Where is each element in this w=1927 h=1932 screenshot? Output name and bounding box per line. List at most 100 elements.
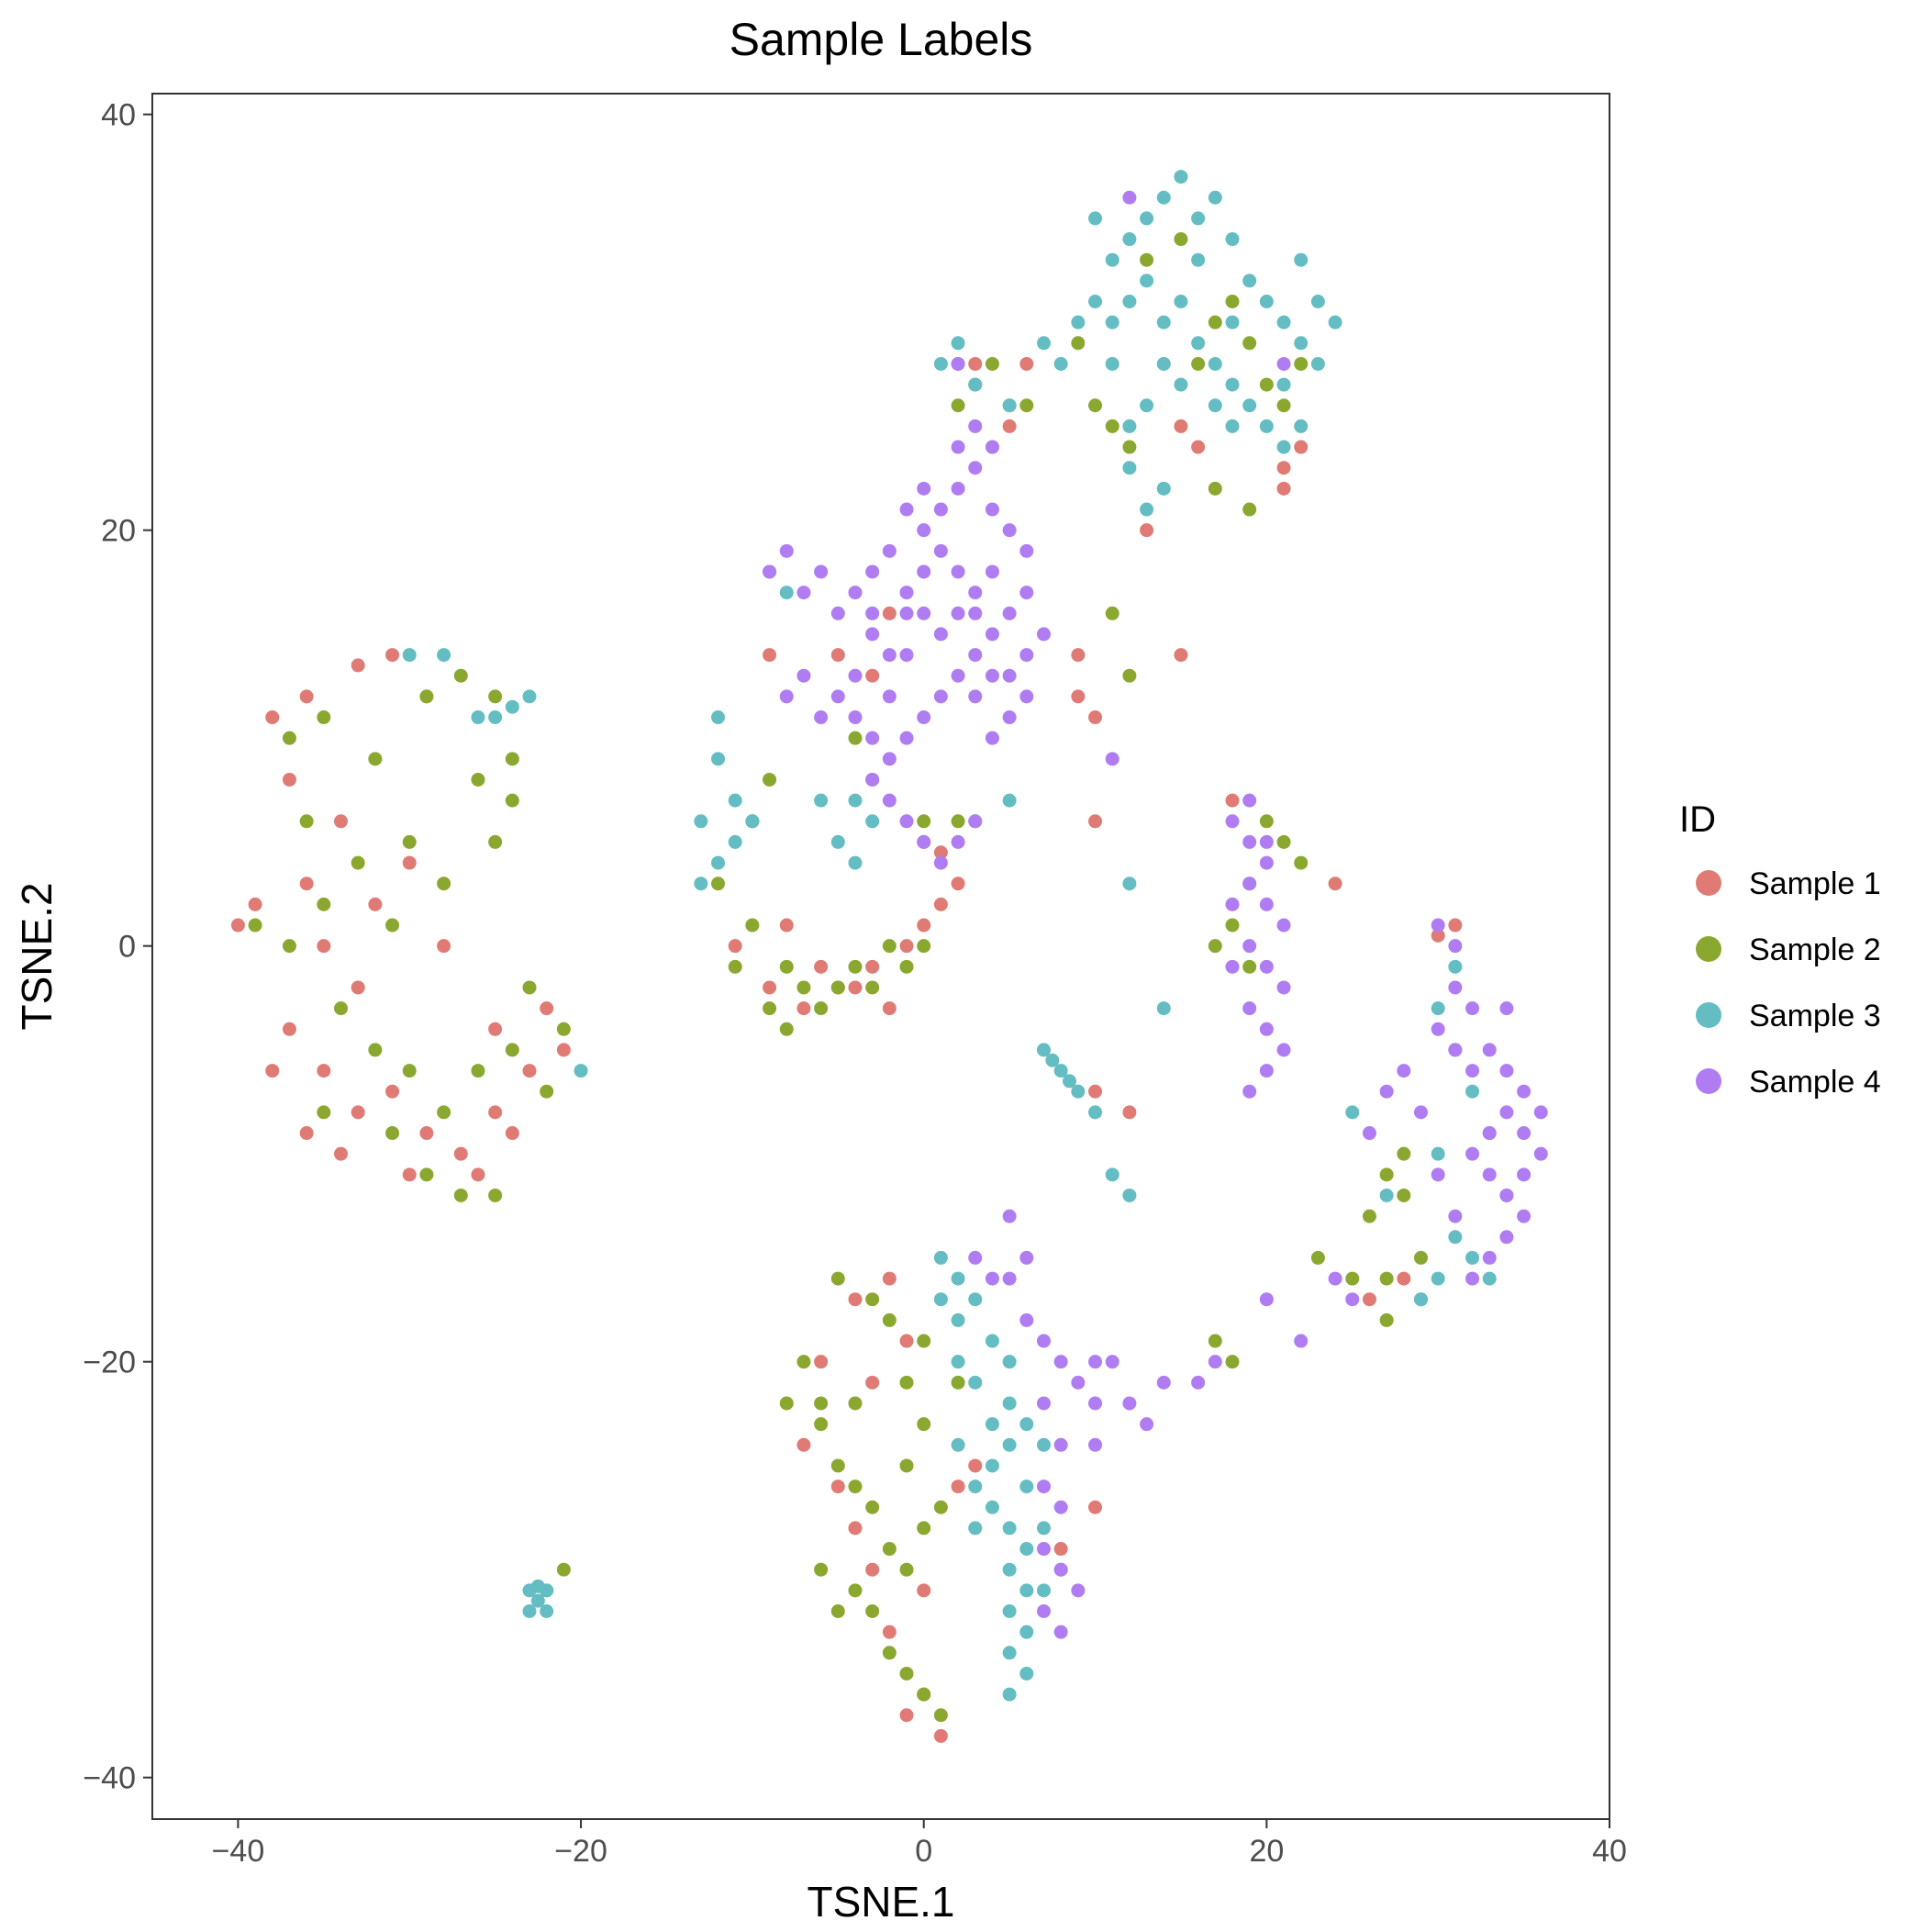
legend-key — [1696, 1002, 1721, 1028]
data-point — [1036, 627, 1051, 642]
data-point — [899, 1708, 914, 1723]
data-point — [334, 1146, 349, 1161]
data-point — [556, 1562, 571, 1577]
data-point — [763, 648, 777, 663]
data-point — [933, 1292, 948, 1307]
data-point — [1225, 315, 1240, 329]
data-point — [368, 897, 383, 911]
data-point — [899, 939, 914, 954]
data-point — [1208, 190, 1222, 205]
data-point — [1413, 1250, 1428, 1265]
data-point — [1002, 1521, 1017, 1536]
data-point — [1071, 1084, 1086, 1099]
data-point — [1019, 356, 1034, 371]
data-point — [1053, 1437, 1068, 1452]
data-point — [985, 731, 999, 745]
data-point — [951, 606, 965, 620]
data-point — [848, 793, 863, 808]
data-point — [899, 1666, 914, 1681]
data-point — [1276, 481, 1291, 496]
data-point — [1259, 295, 1274, 309]
data-point — [865, 627, 880, 642]
data-point — [488, 710, 503, 725]
data-point — [796, 1355, 811, 1369]
data-point — [1002, 1437, 1017, 1452]
data-point — [1088, 1500, 1103, 1514]
data-point — [471, 1167, 485, 1182]
data-point — [779, 586, 794, 600]
data-point — [1088, 710, 1103, 725]
data-point — [1208, 939, 1222, 954]
data-point — [1019, 1250, 1034, 1265]
data-point — [385, 648, 400, 663]
data-point — [985, 1458, 999, 1473]
data-point — [865, 980, 880, 995]
data-point — [1225, 419, 1240, 433]
data-point — [933, 689, 948, 704]
data-point — [728, 793, 742, 808]
data-point — [711, 752, 726, 766]
data-point — [1036, 1043, 1051, 1057]
data-point — [951, 1375, 965, 1390]
data-point — [814, 710, 829, 725]
data-point — [951, 814, 965, 829]
data-point — [1088, 398, 1103, 413]
data-point — [471, 1064, 485, 1078]
data-point — [1259, 814, 1274, 829]
data-point — [1036, 1480, 1051, 1494]
data-point — [1156, 481, 1171, 496]
data-point — [865, 731, 880, 745]
data-point — [1105, 315, 1119, 329]
data-point — [1259, 419, 1274, 433]
data-point — [1242, 834, 1257, 849]
data-point — [1088, 1084, 1103, 1099]
data-point — [1088, 211, 1103, 226]
data-point — [865, 668, 880, 683]
data-point — [985, 1271, 999, 1286]
data-point — [1465, 1001, 1480, 1016]
data-point — [1019, 1625, 1034, 1639]
data-point — [265, 1064, 280, 1078]
data-point — [933, 897, 948, 911]
data-point — [917, 1521, 931, 1536]
data-point — [1448, 918, 1463, 932]
data-point — [848, 586, 863, 600]
data-point — [1379, 1312, 1394, 1327]
data-point — [522, 689, 537, 704]
data-point — [230, 918, 245, 932]
data-point — [1499, 1105, 1514, 1120]
data-point — [1448, 1209, 1463, 1223]
data-point — [882, 1312, 897, 1327]
data-point — [385, 1084, 400, 1099]
data-point — [1122, 1396, 1137, 1411]
data-point — [865, 1603, 880, 1618]
data-point — [968, 606, 983, 620]
data-point — [951, 1480, 965, 1494]
data-point — [1465, 1271, 1480, 1286]
data-point — [1259, 834, 1274, 849]
data-point — [830, 980, 845, 995]
data-point — [951, 481, 965, 496]
data-point — [951, 1355, 965, 1369]
data-point — [951, 1271, 965, 1286]
data-point — [882, 543, 897, 558]
data-point — [1019, 1542, 1034, 1557]
data-point — [1122, 295, 1137, 309]
data-point — [351, 1105, 365, 1120]
data-point — [1379, 1271, 1394, 1286]
data-point — [317, 1105, 331, 1120]
data-point — [1019, 648, 1034, 663]
data-point — [1397, 1064, 1411, 1078]
data-point — [1225, 232, 1240, 247]
data-point — [814, 1417, 829, 1432]
data-point — [437, 648, 451, 663]
data-point — [1397, 1188, 1411, 1202]
data-point — [505, 752, 519, 766]
data-point — [899, 959, 914, 974]
data-point — [985, 1500, 999, 1514]
data-point — [882, 1625, 897, 1639]
data-point — [1019, 1666, 1034, 1681]
data-point — [968, 419, 983, 433]
data-point — [917, 481, 931, 496]
